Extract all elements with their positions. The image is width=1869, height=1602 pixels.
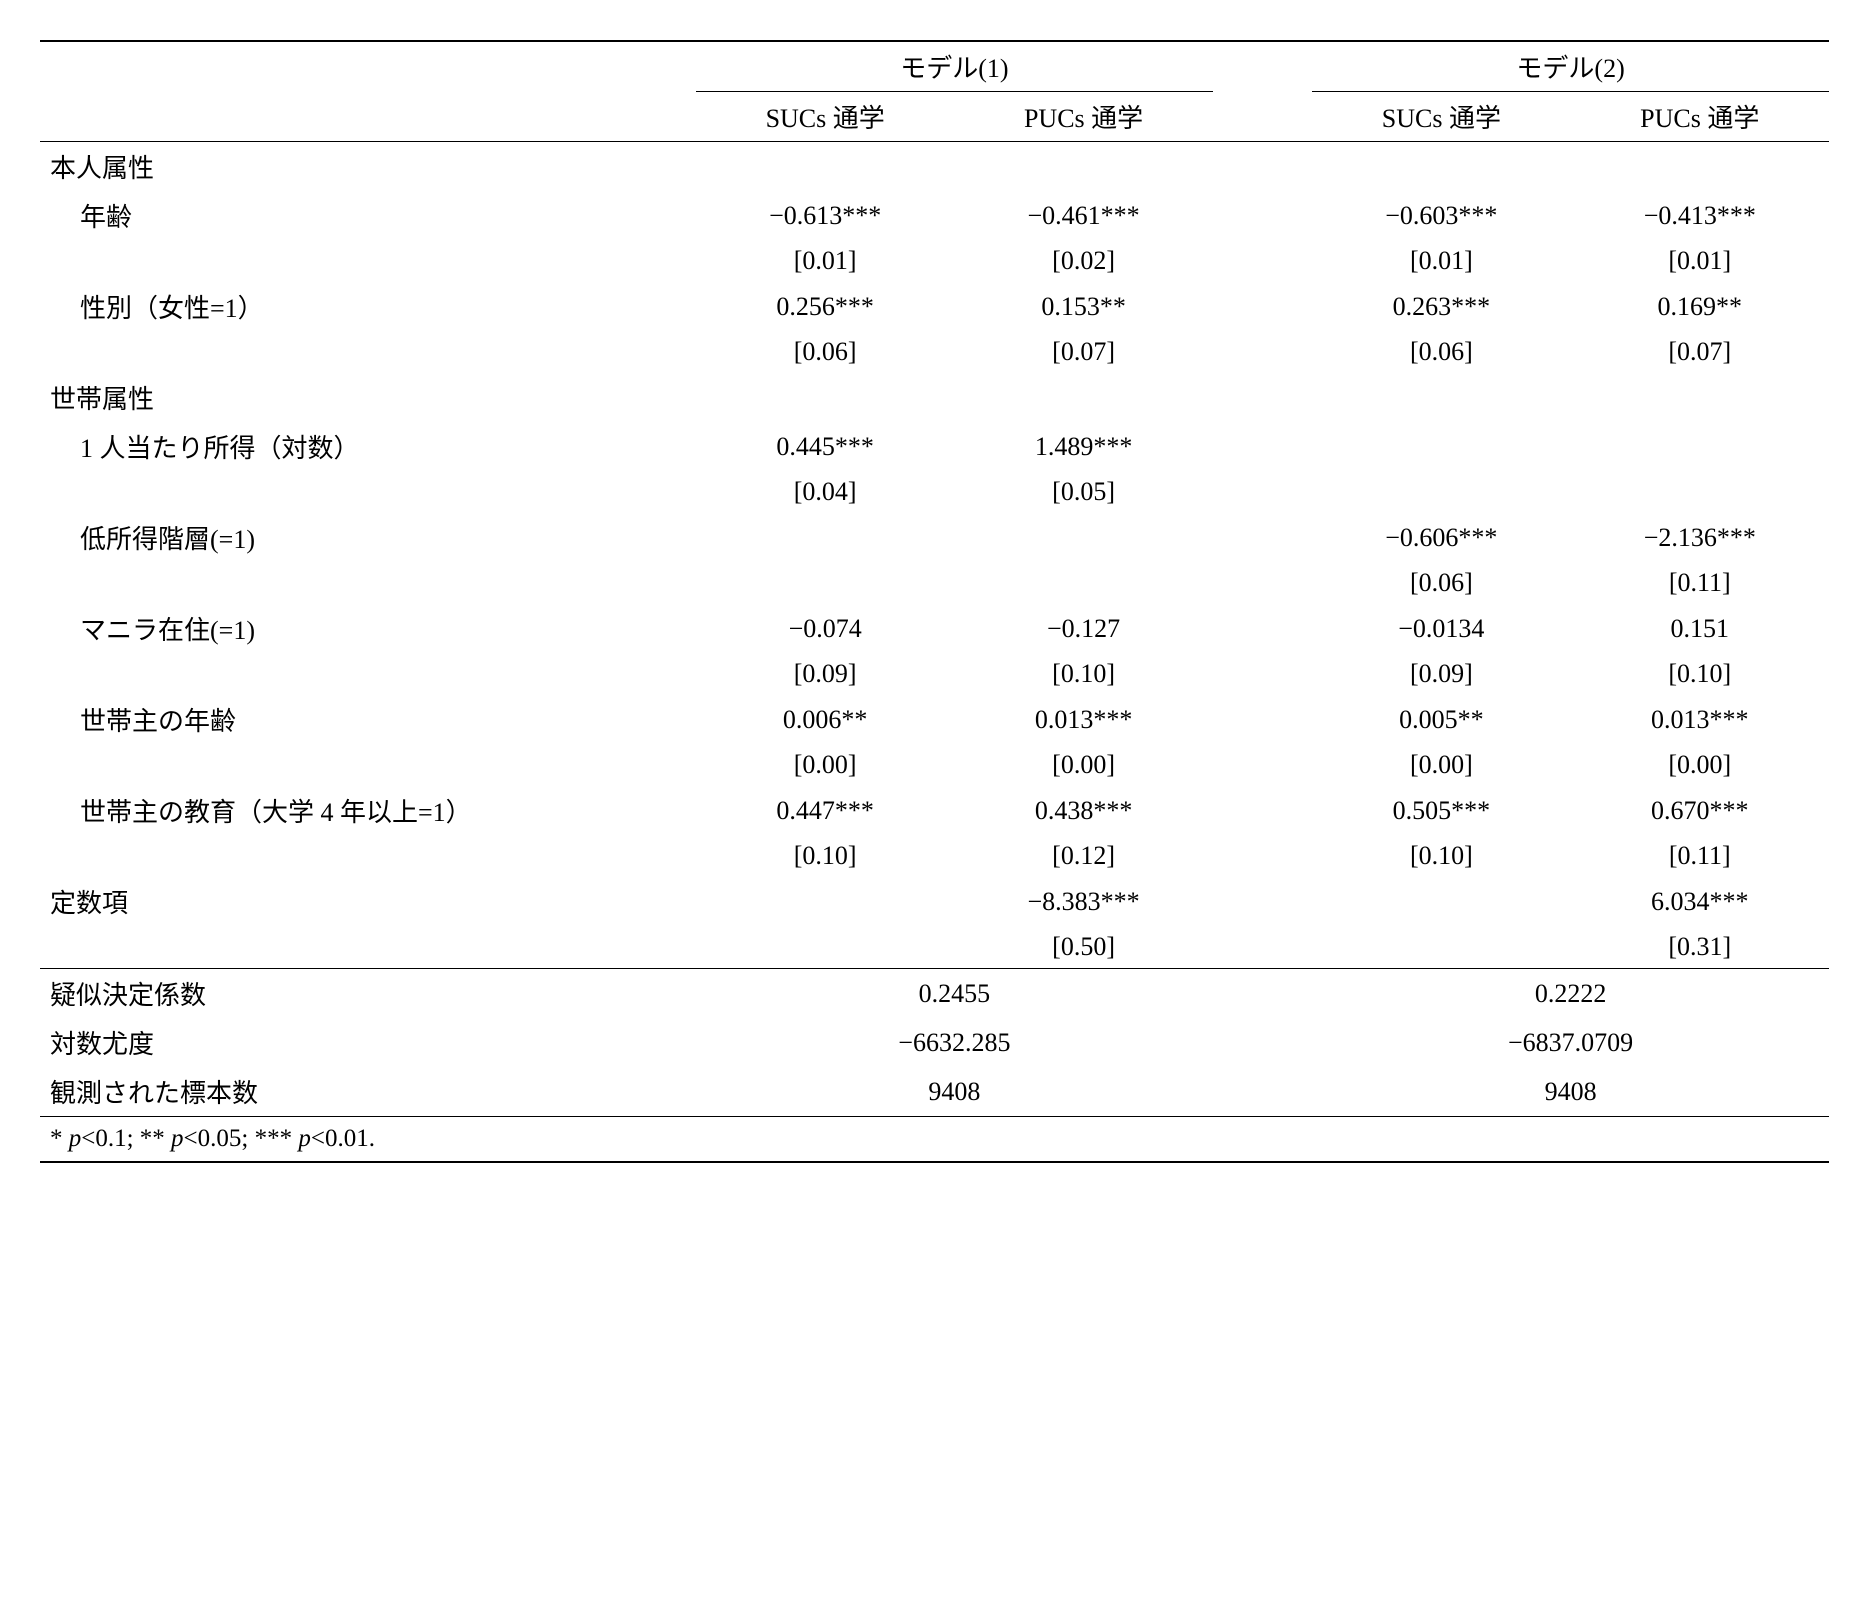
se: [0.07]	[1571, 331, 1829, 373]
footnote-p: p	[298, 1125, 311, 1152]
row-lowincome-label: 低所得階層(=1)	[40, 513, 696, 562]
stat-loglik-label: 対数尤度	[40, 1018, 696, 1067]
row-sex-label: 性別（女性=1）	[40, 282, 696, 331]
cell: 1.489***	[954, 422, 1212, 471]
se: [0.01]	[1571, 240, 1829, 282]
cell	[1312, 422, 1570, 471]
cell: 0.505***	[1312, 786, 1570, 835]
row-income-label: 1 人当たり所得（対数）	[40, 422, 696, 471]
cell: −0.461***	[954, 191, 1212, 240]
se	[954, 562, 1212, 604]
se: [0.05]	[954, 471, 1212, 513]
se: [0.01]	[696, 240, 954, 282]
cell: 0.447***	[696, 786, 954, 835]
stat-pseudor2-m1: 0.2455	[696, 969, 1213, 1019]
se: [0.12]	[954, 835, 1212, 877]
se: [0.10]	[1571, 653, 1829, 695]
se: [0.04]	[696, 471, 954, 513]
se: [0.10]	[1312, 835, 1570, 877]
regression-table: モデル(1) モデル(2) SUCs 通学 PUCs 通学 SUCs 通学 PU…	[40, 40, 1829, 1163]
row-const-label: 定数項	[40, 877, 696, 926]
cell	[1571, 422, 1829, 471]
se: [0.31]	[1571, 926, 1829, 969]
row-hhedu-label: 世帯主の教育（大学 4 年以上=1）	[40, 786, 696, 835]
footnote-text: <0.1; **	[81, 1125, 171, 1152]
cell	[696, 513, 954, 562]
header-sucs-1: SUCs 通学	[696, 92, 954, 142]
se: [0.07]	[954, 331, 1212, 373]
footnote-text: <0.01.	[311, 1125, 375, 1152]
stat-loglik-m1: −6632.285	[696, 1018, 1213, 1067]
se: [0.10]	[954, 653, 1212, 695]
se	[696, 562, 954, 604]
header-pucs-1: PUCs 通学	[954, 92, 1212, 142]
se: [0.06]	[696, 331, 954, 373]
stat-pseudor2-label: 疑似決定係数	[40, 969, 696, 1019]
section-household: 世帯属性	[40, 373, 696, 422]
cell: 0.670***	[1571, 786, 1829, 835]
se	[1312, 471, 1570, 513]
se: [0.10]	[696, 835, 954, 877]
section-personal: 本人属性	[40, 142, 696, 192]
cell: −0.0134	[1312, 604, 1570, 653]
se: [0.11]	[1571, 562, 1829, 604]
se: [0.01]	[1312, 240, 1570, 282]
se: [0.00]	[696, 744, 954, 786]
se: [0.09]	[696, 653, 954, 695]
footnote-p: p	[69, 1125, 82, 1152]
header-pucs-2: PUCs 通学	[1571, 92, 1829, 142]
cell: 0.263***	[1312, 282, 1570, 331]
footnote-text: <0.05; ***	[184, 1125, 299, 1152]
footnote-text: *	[50, 1125, 69, 1152]
stat-nobs-m1: 9408	[696, 1067, 1213, 1117]
header-model1: モデル(1)	[696, 41, 1213, 92]
stat-nobs-label: 観測された標本数	[40, 1067, 696, 1117]
se: [0.00]	[954, 744, 1212, 786]
header-sucs-2: SUCs 通学	[1312, 92, 1570, 142]
cell: −0.074	[696, 604, 954, 653]
stat-loglik-m2: −6837.0709	[1312, 1018, 1829, 1067]
cell	[954, 513, 1212, 562]
cell: −0.606***	[1312, 513, 1570, 562]
se: [0.50]	[954, 926, 1212, 969]
cell: 0.013***	[954, 695, 1212, 744]
cell: −0.413***	[1571, 191, 1829, 240]
cell: 0.169**	[1571, 282, 1829, 331]
cell: 0.445***	[696, 422, 954, 471]
se: [0.11]	[1571, 835, 1829, 877]
stat-nobs-m2: 9408	[1312, 1067, 1829, 1117]
row-hhage-label: 世帯主の年齢	[40, 695, 696, 744]
stat-pseudor2-m2: 0.2222	[1312, 969, 1829, 1019]
cell: 0.153**	[954, 282, 1212, 331]
se: [0.06]	[1312, 562, 1570, 604]
cell: −2.136***	[1571, 513, 1829, 562]
row-manila-label: マニラ在住(=1)	[40, 604, 696, 653]
cell: −8.383***	[954, 877, 1212, 926]
se	[1571, 471, 1829, 513]
cell: 6.034***	[1571, 877, 1829, 926]
cell: 0.006**	[696, 695, 954, 744]
footnote: * p<0.1; ** p<0.05; *** p<0.01.	[40, 1117, 1829, 1163]
se: [0.02]	[954, 240, 1212, 282]
se: [0.09]	[1312, 653, 1570, 695]
se: [0.06]	[1312, 331, 1570, 373]
cell: −0.613***	[696, 191, 954, 240]
cell: 0.256***	[696, 282, 954, 331]
header-model2: モデル(2)	[1312, 41, 1829, 92]
row-age-label: 年齢	[40, 191, 696, 240]
se: [0.00]	[1312, 744, 1570, 786]
cell: −0.603***	[1312, 191, 1570, 240]
cell: 0.013***	[1571, 695, 1829, 744]
se: [0.00]	[1571, 744, 1829, 786]
cell: −0.127	[954, 604, 1212, 653]
footnote-p: p	[171, 1125, 184, 1152]
cell: 0.438***	[954, 786, 1212, 835]
cell: 0.151	[1571, 604, 1829, 653]
cell: 0.005**	[1312, 695, 1570, 744]
